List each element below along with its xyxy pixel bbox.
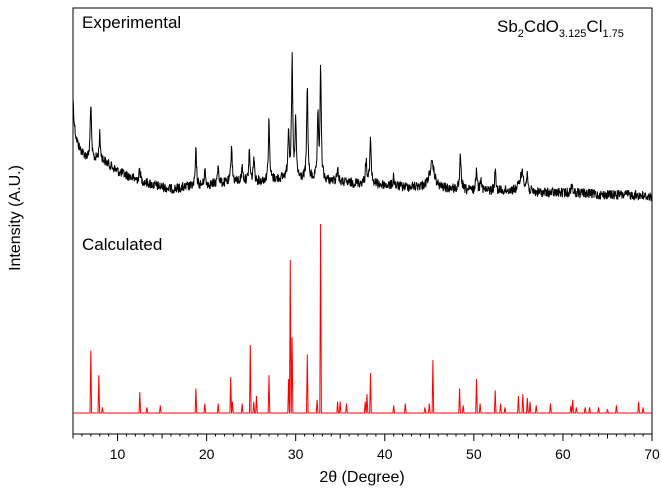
plot-frame [72,7,653,435]
x-tick-label: 40 [377,446,393,462]
x-axis-tick-labels: 10 20 30 40 50 60 70 [110,446,660,462]
x-axis-ticks [72,434,653,441]
x-axis-label: 2θ (Degree) [319,469,404,486]
x-tick-label: 50 [466,446,482,462]
experimental-label: Experimental [82,13,181,32]
x-tick-label: 10 [110,446,126,462]
x-tick-label: 20 [199,446,215,462]
experimental-series-line [72,52,653,202]
calculated-label: Calculated [82,235,162,254]
y-axis-label: Intensity (A.U.) [7,165,24,271]
x-tick-label: 70 [644,446,660,462]
x-tick-label: 30 [288,446,304,462]
calculated-series-line [73,223,652,414]
formula-annotation: Sb2CdO3.125Cl1.75 [497,17,624,40]
x-tick-label: 60 [555,446,571,462]
